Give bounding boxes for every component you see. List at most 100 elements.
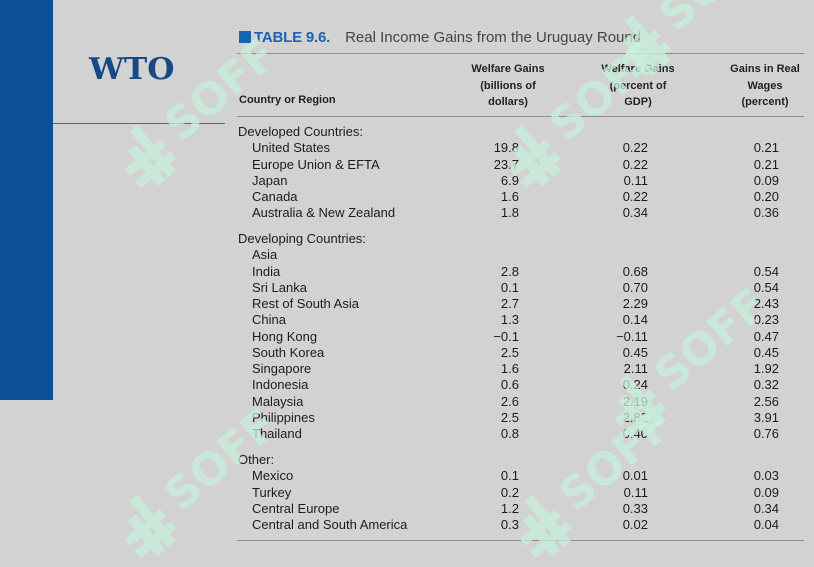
cell-welfare-billions: 1.6 [500, 361, 519, 376]
table-row: Canada 1.6 0.22 0.20 [0, 189, 814, 205]
cell-welfare-billions: 1.2 [500, 500, 519, 516]
row-name: Mexico [252, 468, 294, 484]
cell-welfare-billions: 1.8 [500, 205, 519, 221]
cell-welfare-percent: 2.82 [622, 409, 648, 425]
table-row: India 2.8 0.68 0.54 [0, 264, 814, 280]
header-line: Gains in Real [730, 63, 800, 75]
cell-welfare-percent: 0.02 [622, 517, 648, 532]
cell-welfare-billions: 2.6 [500, 393, 519, 409]
column-header-region: Country or Region [239, 94, 336, 106]
cell-real-wages: 3.91 [753, 409, 779, 425]
logo-divider [53, 123, 225, 124]
cell-welfare-percent: 0.11 [623, 484, 648, 500]
group-heading: Developing Countries: [0, 231, 814, 247]
table-row: China 1.3 0.14 0.23 [0, 312, 814, 328]
row-name: Turkey [252, 484, 292, 500]
row-name: South Korea [252, 344, 325, 360]
table-row: Japan 6.9 0.11 0.09 [0, 173, 814, 189]
cell-welfare-billions: −0.1 [493, 328, 519, 344]
cell-real-wages: 0.20 [753, 189, 779, 204]
row-name: Japan [252, 172, 288, 188]
table-row: Australia & New Zealand 1.8 0.34 0.36 [0, 205, 814, 221]
cell-real-wages: 0.34 [753, 500, 779, 516]
cell-real-wages: 1.92 [753, 361, 779, 376]
cell-welfare-billions: 2.5 [500, 344, 519, 360]
row-name: Rest of South Asia [252, 296, 359, 311]
row-name: Central Europe [252, 500, 340, 516]
cell-welfare-percent: 2.11 [623, 361, 648, 376]
table-row: Asia [0, 247, 814, 263]
row-name: Indonesia [252, 377, 309, 393]
header-line: (percent) [741, 96, 789, 108]
square-bullet-icon [239, 31, 251, 43]
header-line: (percent of [609, 79, 667, 92]
cell-welfare-billions: 0.1 [500, 279, 519, 295]
table-caption: Real Income Gains from the Uruguay Round [345, 29, 642, 46]
cell-welfare-percent: 0.45 [622, 344, 648, 360]
cell-real-wages: 0.09 [753, 484, 779, 500]
cell-welfare-percent: 0.01 [622, 468, 648, 484]
cell-real-wages: 0.21 [753, 156, 779, 172]
table-row: Thailand 0.8 0.40 0.76 [0, 426, 814, 442]
group-heading: Other: [0, 452, 814, 468]
table-row: United States 19.8 0.22 0.21 [0, 140, 814, 156]
row-name: Singapore [252, 361, 312, 376]
cell-real-wages: 0.32 [753, 377, 779, 393]
cell-welfare-percent: 0.40 [622, 426, 648, 441]
cell-welfare-percent: 0.24 [622, 377, 648, 393]
table-row: Rest of South Asia 2.7 2.29 2.43 [0, 296, 814, 312]
header-line: dollars) [488, 96, 528, 108]
table-row: Philippines 2.5 2.82 3.91 [0, 410, 814, 426]
cell-welfare-percent: 0.11 [623, 172, 648, 188]
cell-welfare-billions: 2.5 [500, 409, 519, 425]
cell-welfare-percent: 2.29 [622, 296, 648, 311]
wto-logo: WTO [89, 52, 175, 87]
cell-welfare-billions: 1.3 [500, 312, 519, 328]
row-name: Canada [252, 189, 298, 204]
cell-real-wages: 0.76 [753, 426, 779, 441]
group-heading: Developed Countries: [0, 124, 814, 140]
cell-real-wages: 0.45 [753, 344, 779, 360]
group-label: Developed Countries: [238, 124, 364, 139]
cell-welfare-percent: 0.22 [622, 140, 648, 156]
table-row: Malaysia 2.6 2.19 2.56 [0, 394, 814, 410]
table-row: Hong Kong −0.1 −0.11 0.47 [0, 329, 814, 345]
table-top-rule [237, 53, 804, 54]
header-line: Wages [747, 79, 783, 92]
table-row: Sri Lanka 0.1 0.70 0.54 [0, 280, 814, 296]
table-row: Central Europe 1.2 0.33 0.34 [0, 501, 814, 517]
column-header-welfare-billions: Welfare Gains (billions of dollars) [449, 61, 567, 111]
table-row: South Korea 2.5 0.45 0.45 [0, 345, 814, 361]
cell-welfare-billions: 0.1 [500, 468, 519, 484]
table-number: TABLE 9.6. [254, 29, 331, 46]
header-rule [237, 116, 804, 117]
row-name: Australia & New Zealand [252, 205, 396, 221]
table-row: Singapore 1.6 2.11 1.92 [0, 361, 814, 377]
cell-welfare-percent: 0.68 [622, 263, 648, 279]
table-row: Central and South America 0.3 0.02 0.04 [0, 517, 814, 533]
cell-welfare-percent: 0.22 [622, 189, 648, 204]
cell-welfare-billions: 0.3 [500, 517, 519, 532]
row-name: Central and South America [252, 517, 408, 532]
cell-welfare-billions: 0.8 [500, 426, 519, 441]
row-name: Asia [252, 247, 278, 263]
row-name: United States [252, 140, 331, 156]
cell-welfare-percent: 0.22 [622, 156, 648, 172]
cell-real-wages: 2.56 [753, 393, 779, 409]
table-row: Europe Union & EFTA 23.7 0.22 0.21 [0, 157, 814, 173]
row-name: Europe Union & EFTA [252, 156, 380, 172]
cell-welfare-billions: 1.6 [500, 189, 519, 204]
cell-welfare-percent: 0.70 [622, 279, 648, 295]
table-row: Mexico 0.1 0.01 0.03 [0, 468, 814, 484]
cell-welfare-percent: 0.34 [622, 205, 648, 221]
header-line: (billions of [480, 79, 536, 92]
cell-welfare-percent: 0.33 [622, 500, 648, 516]
cell-real-wages: 0.54 [753, 263, 779, 279]
cell-real-wages: 0.36 [753, 205, 779, 221]
cell-welfare-billions: 0.6 [500, 377, 519, 393]
table-row: Turkey 0.2 0.11 0.09 [0, 485, 814, 501]
table-title: TABLE 9.6. Real Income Gains from the Uru… [239, 29, 641, 46]
cell-welfare-billions: 2.8 [500, 263, 519, 279]
cell-welfare-percent: −0.11 [616, 328, 648, 344]
